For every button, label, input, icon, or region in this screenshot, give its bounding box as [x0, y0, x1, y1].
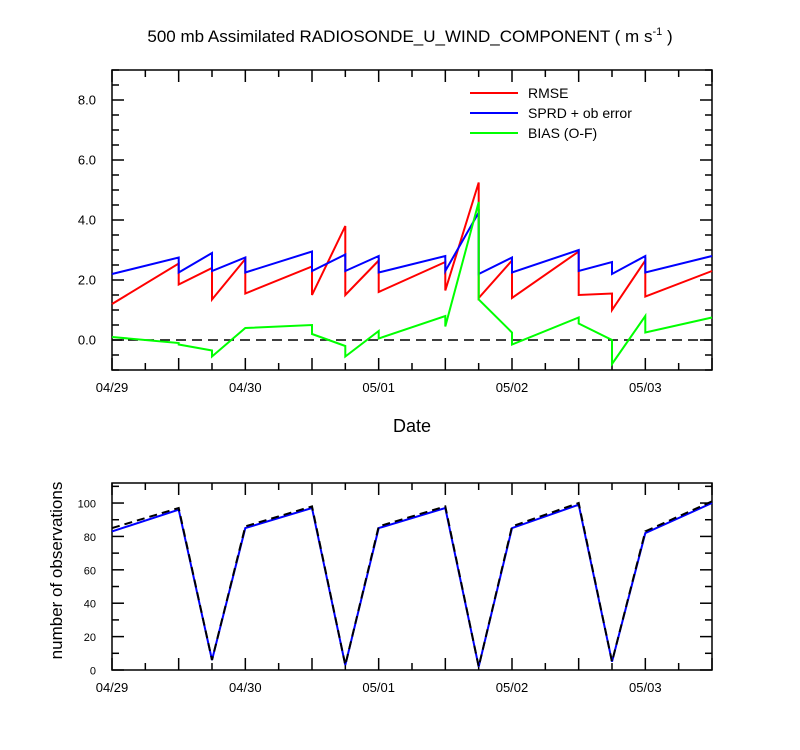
legend-label: SPRD + ob error: [528, 105, 632, 121]
x-tick-label: 05/01: [362, 680, 395, 695]
title-end: ): [662, 27, 672, 46]
top-panel: 04/29 04/30 05/01 05/02 05/03 0.0 2.0 4.0 6.0 8.0…: [78, 69, 713, 436]
x-tick-label: 05/02: [496, 680, 529, 695]
x-tick-label: 04/30: [229, 380, 262, 395]
x-tick-label: 04/30: [229, 680, 262, 695]
legend-label: BIAS (O-F): [528, 125, 597, 141]
title-superscript: -1: [652, 26, 662, 38]
series-line-possible: [111, 500, 713, 667]
x-tick-label: 05/03: [629, 380, 662, 395]
y-tick-label: 0: [90, 666, 96, 678]
bottom-panel: 04/29 04/30 05/01 05/02 05/03 0 20 40 60 80 100 num…: [47, 482, 713, 695]
x-tick-label: 04/29: [96, 680, 129, 695]
series-line-assimilated: [111, 502, 713, 667]
x-tick-label: 04/29: [96, 380, 129, 395]
y-tick-label: 40: [84, 599, 96, 611]
y-tick-label: 60: [84, 565, 96, 577]
y-tick-label: 6.0: [78, 153, 96, 168]
y-axis-label: number of observations: [47, 482, 66, 660]
x-tick-label: 05/01: [362, 380, 395, 395]
series-line-bias-o-f: [111, 201, 713, 368]
series-line-sprd-ob-error: [111, 208, 713, 276]
y-tick-label: 0.0: [78, 333, 96, 348]
chart-title: 500 mb Assimilated RADIOSONDE_U_WIND_COM…: [147, 26, 672, 46]
y-tick-label: 8.0: [78, 93, 96, 108]
legend-label: RMSE: [528, 85, 568, 101]
y-tick-label: 4.0: [78, 213, 96, 228]
x-axis-label: Date: [393, 416, 431, 436]
series-line-rmse: [111, 182, 713, 314]
y-tick-label: 80: [84, 532, 96, 544]
y-tick-label: 2.0: [78, 273, 96, 288]
y-tick-label: 20: [84, 632, 96, 644]
x-tick-label: 05/02: [496, 380, 529, 395]
x-tick-label: 05/03: [629, 680, 662, 695]
plot-frame: [111, 482, 713, 671]
y-tick-label: 100: [78, 499, 96, 511]
